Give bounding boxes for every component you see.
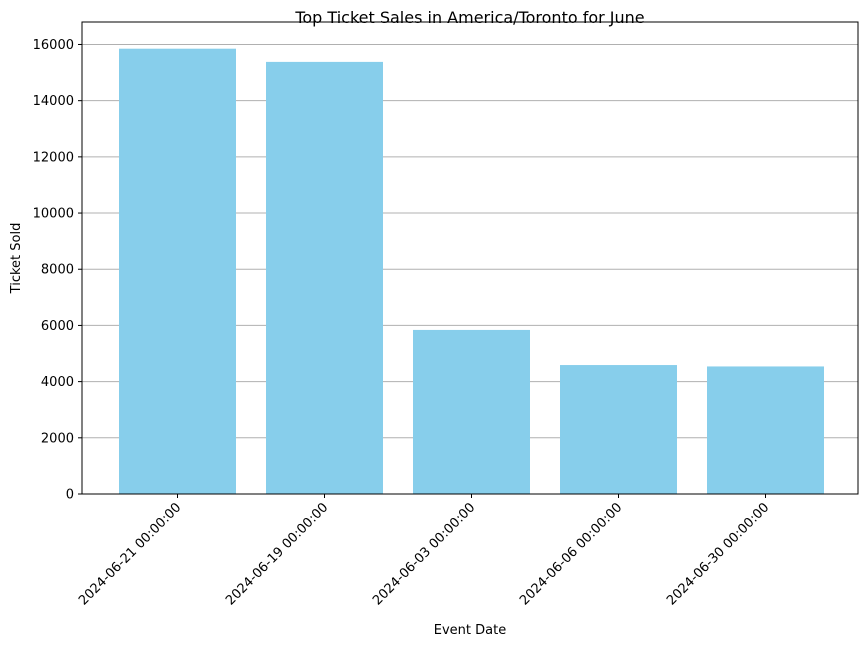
y-tick-label: 6000: [41, 319, 74, 334]
plot-frame: [81, 21, 859, 495]
x-tick-label: 2024-06-30 00:00:00: [664, 500, 772, 608]
chart-title: Top Ticket Sales in America/Toronto for …: [294, 8, 644, 27]
y-tick-label: 8000: [41, 263, 74, 278]
x-tick-label: 2024-06-03 00:00:00: [370, 500, 478, 608]
bar: [560, 365, 677, 494]
bars-layer: [119, 48, 824, 495]
bar: [707, 366, 824, 494]
y-tick-label: 2000: [41, 431, 74, 446]
y-tick-label: 4000: [41, 375, 74, 390]
y-tick-label: 0: [66, 488, 74, 503]
x-tick-label: 2024-06-19 00:00:00: [223, 500, 331, 608]
y-tick-label: 10000: [33, 207, 74, 222]
x-axis: 2024-06-21 00:00:00 2024-06-19 00:00:00 20…: [76, 494, 772, 608]
y-tick-label: 14000: [33, 94, 74, 109]
y-tick-label: 12000: [33, 150, 74, 165]
x-tick-label: 2024-06-21 00:00:00: [76, 500, 184, 608]
bar: [266, 61, 383, 495]
bar: [119, 48, 236, 494]
y-axis: 0 2000 4000 6000 8000 10000 12000 14000 16000: [33, 38, 82, 503]
x-axis-title: Event Date: [434, 623, 506, 638]
y-axis-title: Ticket Sold: [9, 223, 24, 295]
y-tick-label: 16000: [33, 38, 74, 53]
x-tick-label: 2024-06-06 00:00:00: [517, 500, 625, 608]
bar: [413, 329, 530, 494]
